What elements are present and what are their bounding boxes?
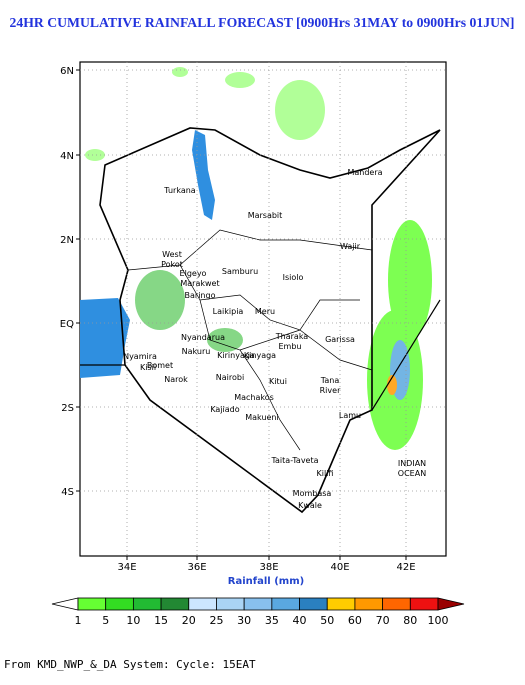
colorbar-segment: [243, 597, 273, 611]
colorbar-segment: [132, 597, 162, 611]
colorbar-label: 100: [428, 614, 449, 627]
colorbar-end: [51, 597, 79, 611]
place-label: Kinyaga: [244, 351, 276, 360]
colorbar-label: 80: [403, 614, 417, 627]
place-label: Mombasa: [293, 489, 332, 498]
place-label: Tana: [320, 376, 340, 385]
colorbar-segment: [326, 597, 356, 611]
colorbar-label: 60: [348, 614, 362, 627]
colorbar-label: 35: [265, 614, 279, 627]
place-label: INDIAN: [398, 459, 426, 468]
colorbar-label: 15: [154, 614, 168, 627]
lat-tick-label: 4N: [60, 151, 74, 162]
place-label: Meru: [255, 307, 275, 316]
lat-tick-label: 2S: [61, 403, 74, 414]
graticule: [80, 62, 446, 556]
place-label: Kajiado: [210, 405, 239, 414]
colorbar-segment: [299, 597, 328, 611]
colorbar-label: 40: [293, 614, 307, 627]
place-label: West: [162, 250, 182, 259]
colorbar-label: 50: [320, 614, 334, 627]
lon-tick-label: 34E: [117, 562, 136, 573]
place-label: Narok: [164, 375, 188, 384]
place-label: Isiolo: [283, 273, 304, 282]
country-border: [99, 127, 441, 514]
place-label: Baringo: [185, 291, 216, 300]
place-label: Turkana: [163, 186, 195, 195]
lon-tick-label: 42E: [396, 562, 415, 573]
place-label: Pokot: [161, 260, 183, 269]
colorbar-label: 1: [75, 614, 82, 627]
place-label: Marakwet: [180, 279, 219, 288]
title: 24HR CUMULATIVE RAINFALL FORECAST [0900H…: [10, 16, 515, 31]
colorbar-segment: [409, 597, 439, 611]
place-label: Lamu: [339, 411, 361, 420]
place-label: River: [320, 386, 341, 395]
place-label: Nairobi: [216, 373, 244, 382]
colorbar-segment: [354, 597, 384, 611]
colorbar-segment: [105, 597, 134, 611]
place-label: Nyandarua: [181, 333, 225, 342]
place-label: Bomet: [147, 361, 173, 370]
place-label: Kwale: [298, 501, 322, 510]
lon-tick-label: 36E: [187, 562, 206, 573]
lat-tick-label: EQ: [60, 319, 74, 330]
place-label: Makueni: [245, 413, 278, 422]
lon-tick-label: 40E: [330, 562, 349, 573]
place-label: Wajir: [340, 242, 361, 251]
lat-tick-label: 2N: [60, 235, 74, 246]
place-label: Elgeyo: [180, 269, 207, 278]
place-label: Nyamira: [123, 352, 157, 361]
colorbar-segment: [77, 597, 107, 611]
colorbar-label: 30: [237, 614, 251, 627]
x-axis-label: Rainfall (mm): [228, 576, 304, 587]
place-label: Machakos: [234, 393, 274, 402]
place-label: Samburu: [222, 267, 258, 276]
lat-tick-label: 6N: [60, 66, 74, 77]
colorbar: 1 5 10 15 20 25 30 35 40 50 60 70 80 100: [51, 597, 465, 627]
colorbar-segment: [160, 597, 190, 611]
colorbar-label: 70: [376, 614, 390, 627]
place-label: Marsabit: [248, 211, 283, 220]
axis-labels: 6N 4N 2N EQ 2S 4S 34E 36E 38E 40E 42E: [60, 66, 416, 573]
place-label: Kirinyaga: [217, 351, 255, 360]
lat-tick-label: 4S: [61, 487, 74, 498]
place-label: Kisii: [140, 363, 156, 372]
colorbar-segment: [216, 597, 245, 611]
footer: From KMD_NWP_&_DA System: Cycle: 15EAT: [4, 658, 256, 671]
lake-victoria: [80, 298, 130, 378]
place-label: Laikipia: [213, 307, 244, 316]
colorbar-end: [437, 597, 465, 611]
place-label: Kitui: [269, 377, 287, 386]
place-label: Kilifi: [317, 469, 334, 478]
colorbar-label: 25: [209, 614, 223, 627]
county-lines: [127, 229, 373, 451]
rain-areas: [85, 67, 432, 450]
colorbar-label: 5: [102, 614, 109, 627]
place-label: Taita-Taveta: [270, 456, 318, 465]
lake-turkana: [192, 130, 215, 220]
place-label: OCEAN: [398, 469, 426, 478]
lon-tick-label: 38E: [259, 562, 278, 573]
place-label: Embu: [279, 342, 302, 351]
place-label: Nakuru: [182, 347, 211, 356]
colorbar-segment: [271, 597, 300, 611]
colorbar-label: 10: [126, 614, 140, 627]
colorbar-label: 20: [182, 614, 196, 627]
place-label: Tharaka: [275, 332, 309, 341]
colorbar-segment: [382, 597, 411, 611]
colorbar-segment: [188, 597, 217, 611]
place-label: Garissa: [325, 335, 355, 344]
place-label: Mandera: [347, 168, 382, 177]
